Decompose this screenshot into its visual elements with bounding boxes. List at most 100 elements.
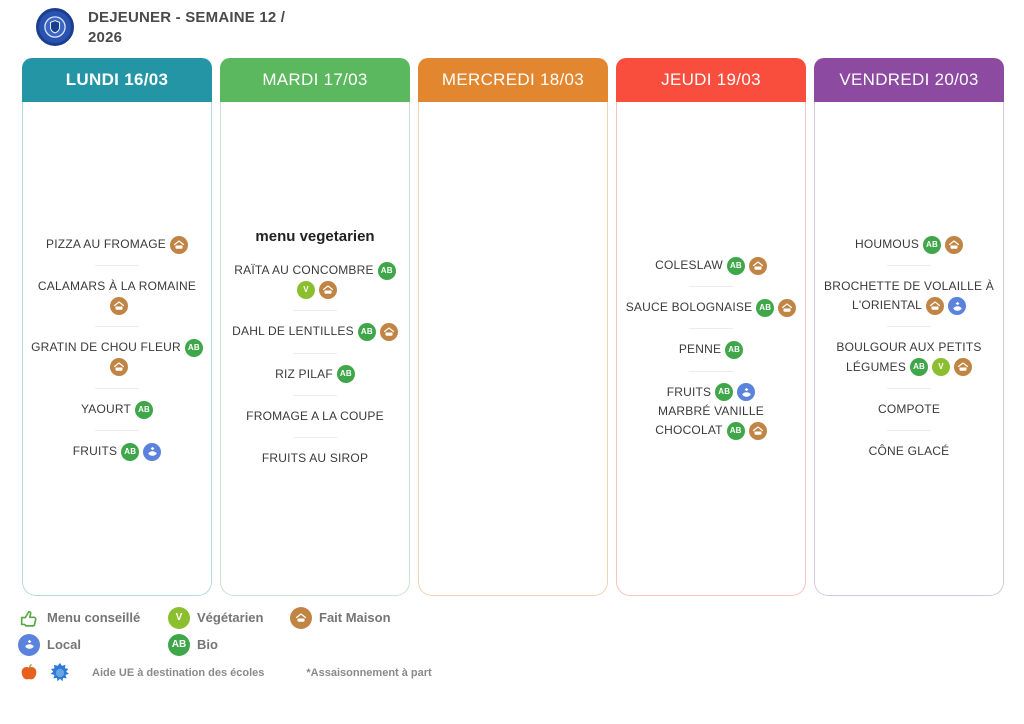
item-divider bbox=[95, 326, 139, 328]
menu-item-label: FRUITS AU SIROP bbox=[261, 450, 369, 465]
menu-item: CALAMARS À LA ROMAINE bbox=[31, 277, 203, 316]
day-body-lundi: PIZZA AU FROMAGE CALAMARS À LA ROMAINE GRA… bbox=[22, 101, 212, 596]
menu-item-label: RAÏTA AU CONCOMBRE bbox=[234, 262, 374, 277]
legend-vegetarien: V Végétarien bbox=[168, 606, 290, 629]
item-divider bbox=[95, 429, 139, 431]
legend-fait-maison: Fait Maison bbox=[290, 606, 448, 629]
bio-icon: AB bbox=[135, 400, 154, 419]
day-body-mardi: menu vegetarien RAÏTA AU CONCOMBRE ABV DAHL… bbox=[220, 101, 410, 596]
legend-menu-conseille-label: Menu conseillé bbox=[47, 610, 141, 625]
day-column-lundi: LUNDI 16/03 PIZZA AU FROMAGE CALAMARS À LA… bbox=[22, 57, 212, 596]
bio-icon: AB bbox=[715, 383, 734, 402]
menu-item: FRUITS AB bbox=[667, 383, 756, 402]
day-body-mercredi bbox=[418, 101, 608, 596]
menu-item: BOULGOUR AUX PETITS LÉGUMES AB V bbox=[823, 338, 995, 377]
item-divider bbox=[887, 429, 931, 431]
bio-icon: AB bbox=[377, 261, 396, 280]
day-body-vendredi: HOUMOUS AB BROCHETTE DE VOLAILLE À L'ORIEN… bbox=[814, 101, 1004, 596]
item-divider bbox=[689, 328, 733, 330]
bio-icon: AB bbox=[910, 358, 929, 377]
day-body-jeudi: COLESLAW AB SAUCE BOLOGNAISE AB PENNE AB FRUIT… bbox=[616, 101, 806, 596]
menu-item: COMPOTE bbox=[878, 400, 940, 419]
bio-icon: AB bbox=[121, 442, 140, 461]
item-divider bbox=[293, 394, 337, 396]
local-icon bbox=[18, 633, 40, 656]
fait-maison-icon bbox=[290, 606, 312, 629]
menu-item: CÔNE GLACÉ bbox=[869, 442, 950, 461]
fait-maison-icon bbox=[954, 358, 973, 377]
vegetarien-icon: V bbox=[297, 280, 315, 299]
day-column-jeudi: JEUDI 19/03 COLESLAW AB SAUCE BOLOGNAISE AB P… bbox=[616, 57, 806, 596]
fait-maison-icon bbox=[926, 297, 945, 316]
legend-fait-maison-label: Fait Maison bbox=[319, 610, 391, 625]
menu-item-label: GRATIN DE CHOU FLEUR bbox=[31, 340, 181, 355]
menu-item-label: COLESLAW bbox=[655, 257, 723, 272]
menu-item: BROCHETTE DE VOLAILLE À L'ORIENTAL bbox=[823, 277, 995, 316]
fait-maison-icon bbox=[945, 235, 964, 254]
menu-item-label: MARBRÉ VANILLE CHOCOLAT bbox=[655, 403, 764, 437]
menu-item-label: FRUITS bbox=[72, 443, 118, 458]
legend-bio-label: Bio bbox=[197, 637, 218, 652]
day-header-vendredi: VENDREDI 20/03 bbox=[814, 57, 1004, 102]
menu-item-label: RIZ PILAF bbox=[275, 366, 333, 381]
day-header-lundi: LUNDI 16/03 bbox=[22, 57, 212, 102]
apple-icon bbox=[18, 662, 40, 684]
item-divider bbox=[95, 387, 139, 389]
fait-maison-icon bbox=[319, 280, 337, 299]
menu-item-label: DAHL DE LENTILLES bbox=[232, 324, 354, 339]
menu-item-label: SAUCE BOLOGNAISE bbox=[625, 300, 753, 315]
bio-icon: AB bbox=[726, 421, 745, 440]
menu-item: FROMAGE A LA COUPE bbox=[246, 407, 384, 426]
menu-item-label: PENNE bbox=[678, 342, 722, 357]
local-icon bbox=[948, 297, 967, 316]
day-header-mercredi: MERCREDI 18/03 bbox=[418, 57, 608, 102]
day-column-mercredi: MERCREDI 18/03 bbox=[418, 57, 608, 596]
aide-ue-label: Aide UE à destination des écoles bbox=[92, 666, 265, 679]
legend-local-label: Local bbox=[47, 637, 81, 652]
thumbs-up-icon bbox=[18, 607, 40, 629]
menu-item: DAHL DE LENTILLES AB bbox=[232, 322, 398, 342]
fait-maison-icon bbox=[379, 323, 398, 342]
day-column-mardi: MARDI 17/03 menu vegetarien RAÏTA AU CONCO… bbox=[220, 57, 410, 596]
menu-item-label: YAOURT bbox=[80, 401, 132, 416]
local-icon bbox=[737, 383, 756, 402]
menu-item: PENNE AB bbox=[678, 340, 744, 360]
menu-item: FRUITS AU SIROP bbox=[262, 449, 368, 468]
menu-item: PIZZA AU FROMAGE bbox=[46, 235, 188, 254]
bio-icon: AB bbox=[756, 298, 775, 317]
legend-local: Local bbox=[18, 633, 168, 656]
fait-maison-icon bbox=[778, 298, 797, 317]
page-title-line2: 2026 bbox=[88, 29, 123, 47]
item-divider bbox=[689, 286, 733, 288]
menu-item-label: COMPOTE bbox=[877, 401, 941, 416]
menu-item: FRUITS AB bbox=[73, 442, 162, 461]
fait-maison-icon bbox=[748, 421, 767, 440]
assaisonnement-footnote: *Assaisonnement à part bbox=[306, 666, 432, 679]
day-column-vendredi: VENDREDI 20/03 HOUMOUS AB BROCHETTE DE VOLA… bbox=[814, 57, 1004, 596]
item-divider bbox=[887, 387, 931, 389]
menu-heading: menu vegetarien bbox=[255, 227, 375, 245]
bio-icon: AB bbox=[726, 256, 745, 275]
bio-icon: AB bbox=[357, 323, 376, 342]
legend-vegetarien-label: Végétarien bbox=[197, 610, 264, 625]
page-title: DEJEUNER - SEMAINE 12 / 2026 bbox=[88, 8, 338, 49]
item-divider bbox=[689, 370, 733, 372]
page-header: DEJEUNER - SEMAINE 12 / 2026 bbox=[0, 0, 1024, 49]
menu-item: RAÏTA AU CONCOMBRE AB V bbox=[229, 261, 401, 299]
menu-item: YAOURT AB bbox=[80, 400, 154, 419]
bio-icon: AB bbox=[336, 365, 355, 384]
vegetarien-icon: V bbox=[932, 358, 951, 377]
menu-item: COLESLAW AB bbox=[655, 256, 767, 275]
bio-icon: AB bbox=[923, 235, 942, 254]
eu-stars-icon bbox=[49, 662, 71, 684]
menu-item-label: CÔNE GLACÉ bbox=[868, 443, 950, 458]
item-divider bbox=[293, 310, 337, 312]
menu-item-label: CALAMARS À LA ROMAINE bbox=[37, 279, 197, 294]
item-divider bbox=[293, 436, 337, 438]
menu-item: GRATIN DE CHOU FLEUR AB bbox=[31, 338, 203, 377]
legend-menu-conseille: Menu conseillé bbox=[18, 607, 168, 629]
menu-item-label: FRUITS bbox=[666, 384, 712, 399]
fait-maison-icon bbox=[748, 256, 767, 275]
menu-item: HOUMOUS AB bbox=[855, 235, 964, 254]
menu-item: MARBRÉ VANILLE CHOCOLAT AB bbox=[625, 402, 797, 440]
